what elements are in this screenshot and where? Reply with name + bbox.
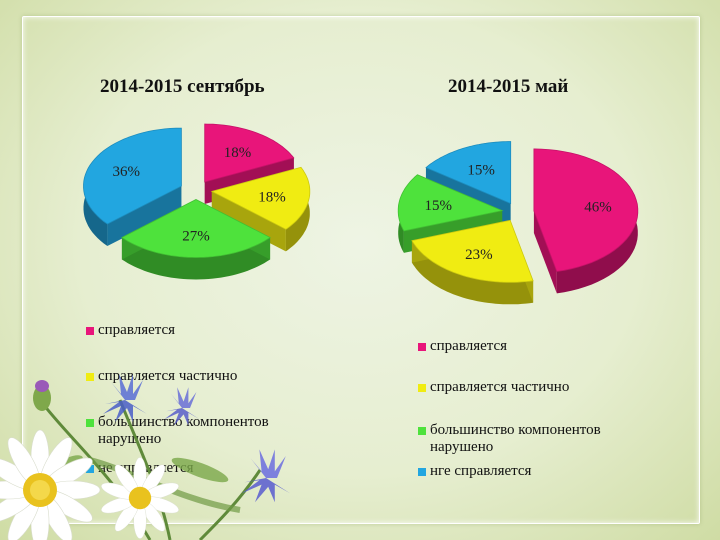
pie-slice <box>533 148 639 272</box>
legend-item: справляется <box>86 322 175 339</box>
legend-swatch <box>86 465 94 473</box>
legend-swatch <box>418 343 426 351</box>
data-label: 27% <box>182 228 210 244</box>
legend-item: большинство компонентов нарушено <box>418 422 648 456</box>
legend-item: справляется частично <box>418 379 569 396</box>
pie-slice-side <box>121 237 271 280</box>
data-label: 46% <box>584 200 612 216</box>
chart-title-may: 2014-2015 май <box>448 76 569 97</box>
legend-label: не справляется <box>98 460 194 476</box>
data-label: 23% <box>465 247 493 263</box>
legend-swatch <box>86 419 94 427</box>
data-label: 15% <box>467 162 495 178</box>
legend-label: справляется частично <box>430 379 570 395</box>
data-label: 36% <box>112 164 140 180</box>
pie-slice-wall <box>107 186 182 247</box>
legend-label: справляется <box>430 338 508 354</box>
data-label: 18% <box>258 190 286 206</box>
pie-slice <box>397 174 504 232</box>
pie-slice-wall <box>533 210 557 294</box>
legend-label: нге справляется <box>430 463 532 479</box>
legend-item: большинство компонентов нарушено <box>86 414 316 448</box>
legend-item: не справляется <box>86 460 194 477</box>
legend-label: справляется <box>98 322 176 338</box>
legend-item: справляется <box>418 338 507 355</box>
pie-slice <box>425 141 512 205</box>
legend-swatch <box>86 373 94 381</box>
legend-label: большинство компонентов нарушено <box>430 422 601 455</box>
legend-item: справляется частично <box>86 368 237 385</box>
chart-title-september: 2014-2015 сентябрь <box>100 76 265 97</box>
data-label: 15% <box>425 198 453 214</box>
pie-slice <box>121 199 271 258</box>
legend-swatch <box>418 427 426 435</box>
pie-slice-side <box>411 240 534 305</box>
legend-swatch <box>418 384 426 392</box>
data-label: 18% <box>224 145 252 161</box>
legend-swatch <box>418 468 426 476</box>
legend-label: большинство компонентов нарушено <box>98 414 269 447</box>
pie-slice <box>204 123 295 183</box>
legend-label: справляется частично <box>98 368 238 384</box>
legend-swatch <box>86 327 94 335</box>
legend-item: нге справляется <box>418 463 531 480</box>
slide-frame <box>22 16 700 524</box>
pie-slice <box>210 166 311 230</box>
pie-1: 46% 23% 15% 15% <box>397 141 639 305</box>
pie-slice <box>411 219 534 283</box>
pie-slice <box>83 127 182 225</box>
pie-0: 18% 18% 27% 36% <box>83 123 311 280</box>
